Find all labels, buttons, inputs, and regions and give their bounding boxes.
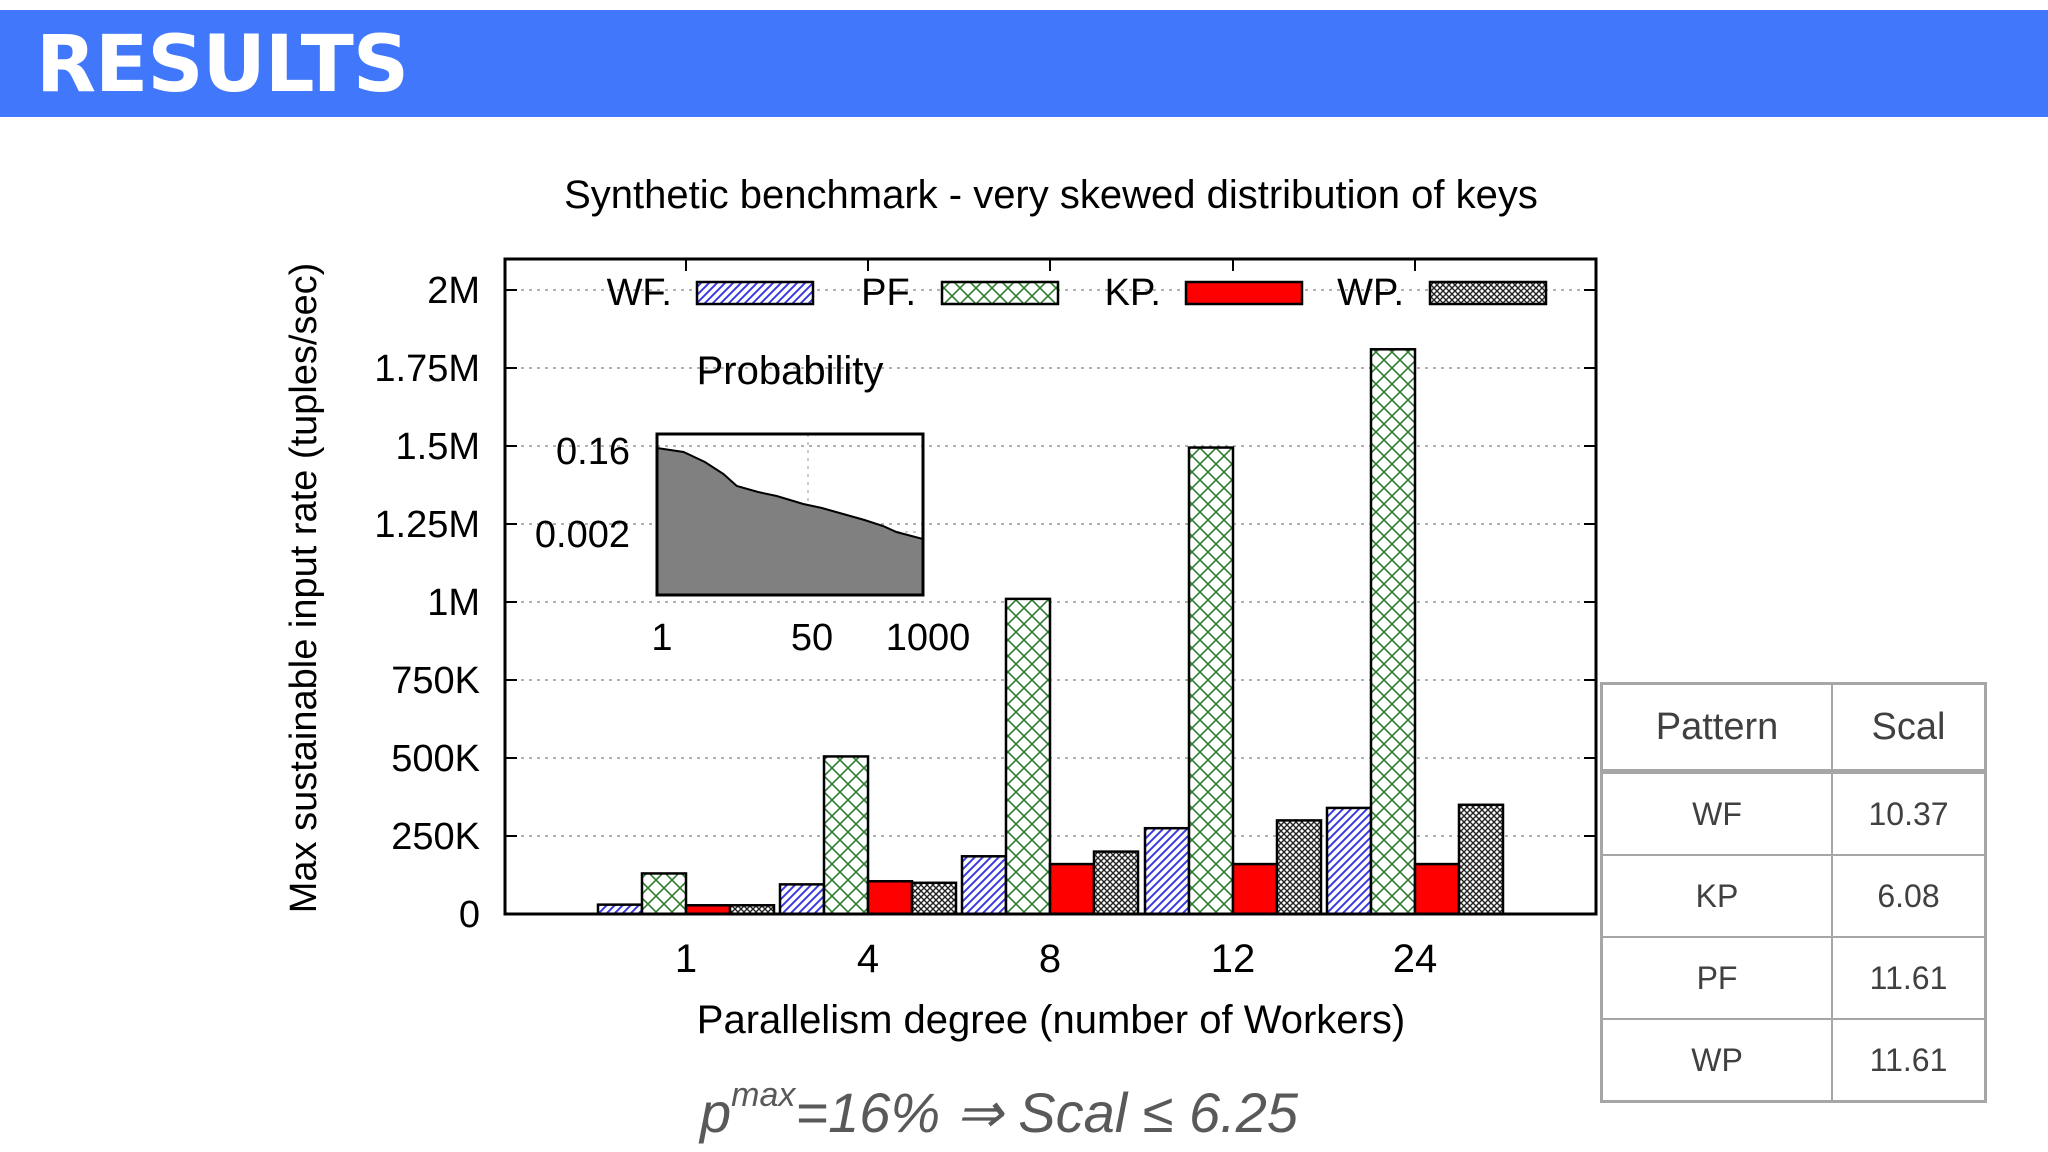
bar bbox=[960, 855, 1008, 916]
scalability-formula: pmax=16% ⇒ Scal ≤ 6.25 bbox=[700, 1078, 1400, 1141]
y-tick-label: 500K bbox=[391, 738, 480, 780]
inset-title: Probability bbox=[697, 349, 884, 393]
bar bbox=[822, 755, 870, 916]
bar bbox=[1048, 862, 1096, 916]
legend-label: PF. bbox=[861, 272, 916, 314]
scal-cell: 10.37 bbox=[1831, 770, 1987, 856]
x-tick-label: 4 bbox=[857, 937, 879, 981]
inset-x-tick-label: 1000 bbox=[886, 617, 971, 659]
table-row: WP 11.61 bbox=[1600, 1018, 1987, 1103]
bar bbox=[1457, 803, 1505, 916]
pattern-cell: WF bbox=[1600, 770, 1834, 856]
inset-frame bbox=[655, 432, 925, 597]
bar bbox=[1413, 862, 1461, 916]
bar bbox=[1092, 850, 1140, 916]
pattern-cell: WP bbox=[1600, 1018, 1834, 1103]
chart-title: Synthetic benchmark - very skewed distri… bbox=[564, 173, 1538, 217]
inset-x-tick-label: 1 bbox=[651, 617, 672, 659]
bar bbox=[640, 872, 688, 916]
y-tick-label: 1.25M bbox=[374, 504, 480, 546]
y-tick-label: 1.75M bbox=[374, 348, 480, 390]
legend-swatch bbox=[940, 280, 1060, 306]
formula-superscript: max bbox=[731, 1076, 796, 1114]
inset-x-tick-label: 50 bbox=[791, 617, 833, 659]
scal-cell: 6.08 bbox=[1831, 854, 1987, 938]
bar bbox=[1231, 862, 1279, 916]
bar bbox=[1187, 446, 1235, 916]
legend-swatch bbox=[695, 280, 815, 306]
y-tick-label: 2M bbox=[427, 270, 480, 312]
legend-label: KP. bbox=[1105, 272, 1161, 314]
bar bbox=[1143, 826, 1191, 916]
column-header-pattern: Pattern bbox=[1600, 682, 1834, 774]
inset-area bbox=[656, 446, 924, 596]
bar bbox=[866, 879, 914, 916]
y-tick-label: 750K bbox=[391, 660, 480, 702]
title-bar: RESULTS bbox=[0, 10, 2048, 117]
bar bbox=[778, 883, 826, 916]
formula-base: p bbox=[700, 1081, 732, 1144]
y-tick-label: 1M bbox=[427, 582, 480, 624]
pattern-cell: KP bbox=[1600, 854, 1834, 938]
y-axis-label: Max sustainable input rate (tuples/sec) bbox=[283, 263, 325, 914]
scal-cell: 11.61 bbox=[1831, 936, 1987, 1020]
column-header-scal: Scal bbox=[1831, 682, 1987, 774]
x-tick-label: 8 bbox=[1039, 937, 1061, 981]
y-tick-label: 1.5M bbox=[396, 426, 480, 468]
x-axis-label: Parallelism degree (number of Workers) bbox=[697, 998, 1405, 1042]
inset-y-tick-label: 0.16 bbox=[556, 431, 630, 473]
bar bbox=[1275, 819, 1323, 916]
table-row: KP 6.08 bbox=[1600, 854, 1987, 938]
inset-y-tick-label: 0.002 bbox=[535, 514, 630, 556]
table-header-row: Pattern Scal bbox=[1600, 682, 1987, 774]
scalability-table: Pattern Scal WF 10.37 KP 6.08 PF 11.61 W… bbox=[1600, 682, 1987, 1103]
bar bbox=[1369, 348, 1417, 916]
y-tick-label: 0 bbox=[459, 894, 480, 936]
scal-cell: 11.61 bbox=[1831, 1018, 1987, 1103]
bar bbox=[1004, 597, 1052, 916]
table-row: WF 10.37 bbox=[1600, 770, 1987, 856]
plot-frame bbox=[503, 257, 1598, 916]
bar bbox=[910, 881, 958, 916]
table-row: PF 11.61 bbox=[1600, 936, 1987, 1020]
x-tick-label: 24 bbox=[1393, 937, 1438, 981]
legend-swatch bbox=[1428, 280, 1548, 306]
pattern-cell: PF bbox=[1600, 936, 1834, 1020]
legend-swatch bbox=[1184, 280, 1304, 306]
legend-label: WP. bbox=[1337, 272, 1404, 314]
legend-label: WF. bbox=[607, 272, 672, 314]
x-tick-label: 1 bbox=[675, 937, 697, 981]
bar bbox=[1325, 806, 1373, 916]
x-tick-label: 12 bbox=[1211, 937, 1256, 981]
y-tick-label: 250K bbox=[391, 816, 480, 858]
formula-rest: =16% ⇒ Scal ≤ 6.25 bbox=[795, 1081, 1298, 1144]
slide-title: RESULTS bbox=[36, 20, 409, 110]
